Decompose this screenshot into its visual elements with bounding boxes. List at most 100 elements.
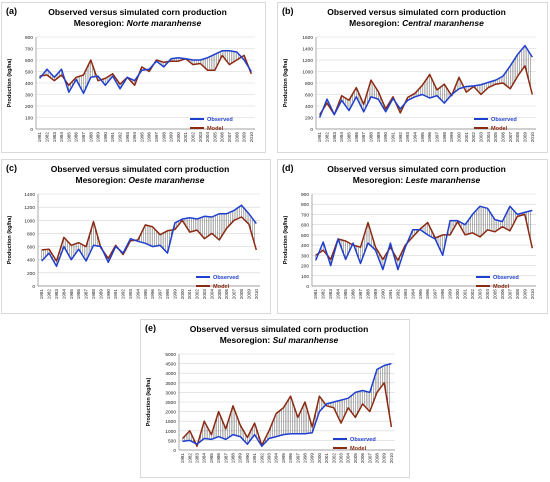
- x-tick-label: 1986: [354, 132, 359, 143]
- chart-title: Observed versus simulated corn productio…: [327, 7, 506, 17]
- x-tick-label: 2005: [217, 289, 222, 300]
- x-tick-label: 1982: [325, 132, 330, 143]
- x-tick-label: 2009: [523, 132, 528, 143]
- x-tick-label: 1995: [420, 132, 425, 143]
- x-tick-label: 1986: [351, 289, 356, 300]
- y-tick-label: 5000: [165, 352, 176, 358]
- y-tick-label: 600: [27, 245, 35, 251]
- y-tick-label: 700: [25, 47, 33, 53]
- y-tick-label: 500: [168, 438, 176, 444]
- x-tick-label: 2006: [360, 453, 365, 464]
- x-tick-label: 2002: [471, 132, 476, 143]
- x-tick-label: 2001: [187, 289, 192, 300]
- x-tick-label: 2000: [176, 132, 181, 143]
- x-tick-label: 2009: [382, 453, 387, 464]
- panel-label-a: (a): [6, 6, 17, 16]
- x-tick-label: 2003: [478, 289, 483, 300]
- subtitle-prefix: Mesoregion:: [349, 18, 402, 28]
- legend-label-model: Model: [491, 126, 508, 132]
- x-tick-label: 1994: [132, 132, 137, 143]
- x-tick-label: 1996: [150, 289, 155, 300]
- x-tick-label: 2007: [508, 132, 513, 143]
- x-tick-label: 2001: [464, 132, 469, 143]
- x-tick-label: 2002: [331, 453, 336, 464]
- y-tick-label: 400: [305, 104, 313, 110]
- x-tick-label: 1995: [139, 132, 144, 143]
- x-tick-label: 1984: [202, 453, 207, 464]
- y-tick-label: 1000: [302, 70, 313, 76]
- x-tick-label: 2010: [530, 132, 535, 143]
- legend-label-observed: Observed: [491, 117, 517, 123]
- x-tick-label: 1986: [216, 453, 221, 464]
- x-tick-label: 1982: [321, 289, 326, 300]
- y-axis-label: Production (kg/ha): [146, 378, 152, 427]
- chart-subtitle: Mesoregion: Oeste maranhense: [76, 175, 205, 185]
- x-tick-label: 1983: [52, 132, 57, 143]
- panel-c: Observed versus simulated corn productio…: [1, 159, 271, 314]
- y-tick-label: 2500: [165, 400, 176, 406]
- x-tick-label: 1982: [47, 289, 52, 300]
- x-tick-label: 2009: [246, 289, 251, 300]
- x-tick-label: 1983: [195, 453, 200, 464]
- x-tick-label: 1984: [61, 289, 66, 300]
- x-tick-label: 2007: [227, 132, 232, 143]
- subtitle-prefix: Mesoregion:: [220, 335, 273, 345]
- y-tick-label: 800: [305, 81, 313, 87]
- x-tick-label: 2008: [375, 453, 380, 464]
- y-tick-label: 600: [301, 223, 309, 229]
- y-axis-label: Production (kg/ha): [283, 216, 289, 265]
- x-tick-label: 2006: [501, 132, 506, 143]
- panel-label-e: (e): [145, 323, 156, 333]
- y-tick-label: 800: [27, 231, 35, 237]
- x-tick-label: 1981: [180, 453, 185, 464]
- y-tick-label: 200: [25, 104, 33, 110]
- chart-e: Observed versus simulated corn productio…: [146, 324, 395, 464]
- x-tick-label: 2008: [239, 289, 244, 300]
- x-tick-label: 1997: [433, 289, 438, 300]
- x-tick-label: 1992: [117, 132, 122, 143]
- x-tick-label: 1985: [343, 289, 348, 300]
- y-tick-label: 1200: [24, 205, 35, 211]
- x-tick-label: 1994: [274, 453, 279, 464]
- y-tick-label: 600: [25, 58, 33, 64]
- chart-subtitle: Mesoregion: Leste maranhense: [353, 175, 481, 185]
- x-tick-label: 1990: [106, 289, 111, 300]
- y-tick-label: 600: [305, 93, 313, 99]
- legend-label-observed: Observed: [350, 437, 376, 443]
- x-tick-label: 1991: [110, 132, 115, 143]
- x-tick-label: 2010: [389, 453, 394, 464]
- legend-label-model: Model: [493, 284, 510, 290]
- x-tick-label: 1984: [336, 289, 341, 300]
- x-tick-label: 1993: [267, 453, 272, 464]
- y-tick-label: 500: [301, 233, 309, 239]
- x-tick-label: 1989: [96, 132, 101, 143]
- y-tick-label: 700: [301, 212, 309, 218]
- x-tick-label: 2004: [486, 132, 491, 143]
- y-tick-label: 3000: [165, 390, 176, 396]
- x-tick-label: 2000: [455, 289, 460, 300]
- x-tick-label: 1983: [328, 289, 333, 300]
- chart-d: Observed versus simulated corn productio…: [283, 164, 536, 300]
- x-tick-label: 2004: [485, 289, 490, 300]
- x-tick-label: 1992: [398, 132, 403, 143]
- x-tick-label: 1983: [54, 289, 59, 300]
- x-tick-label: 2000: [317, 453, 322, 464]
- y-tick-label: 1400: [24, 192, 35, 198]
- x-tick-label: 1996: [288, 453, 293, 464]
- x-tick-label: 1990: [245, 453, 250, 464]
- x-tick-label: 1993: [128, 289, 133, 300]
- x-tick-label: 1981: [37, 132, 42, 143]
- x-tick-label: 2000: [180, 289, 185, 300]
- x-tick-label: 1986: [74, 132, 79, 143]
- legend-label-model: Model: [207, 126, 224, 132]
- x-tick-label: 1999: [448, 289, 453, 300]
- x-tick-label: 1998: [161, 132, 166, 143]
- y-tick-label: 100: [301, 274, 309, 280]
- x-tick-label: 1990: [383, 132, 388, 143]
- x-tick-label: 1999: [172, 289, 177, 300]
- subtitle-prefix: Mesoregion:: [76, 175, 129, 185]
- y-tick-label: 3500: [165, 381, 176, 387]
- panel-b: Observed versus simulated corn productio…: [277, 2, 548, 153]
- x-tick-label: 1997: [295, 453, 300, 464]
- y-tick-label: 1000: [24, 218, 35, 224]
